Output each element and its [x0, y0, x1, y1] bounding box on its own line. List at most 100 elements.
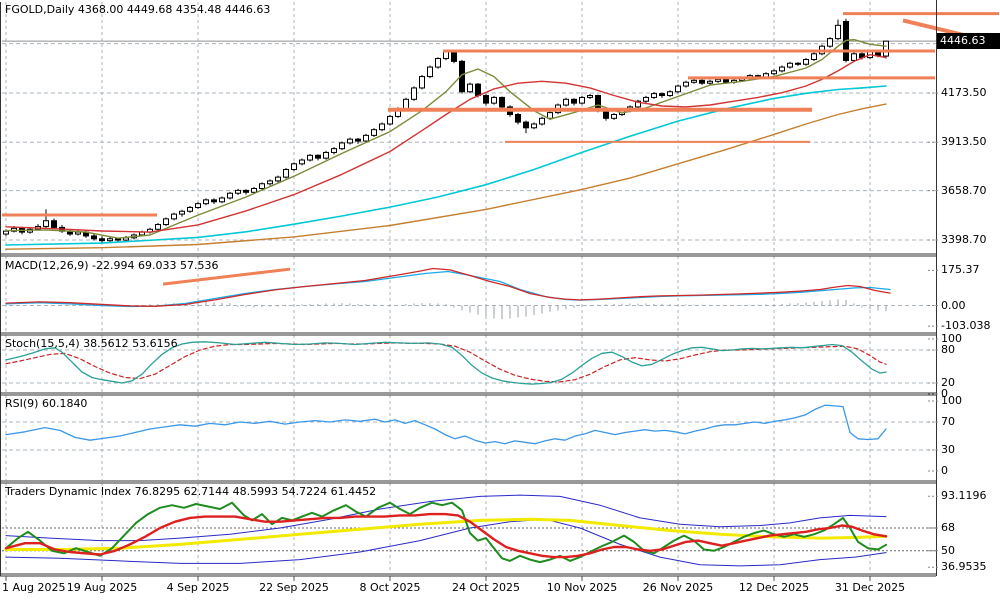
candle-bull: [339, 142, 345, 150]
candle-bull: [323, 151, 329, 159]
y-axis-label: 30: [941, 442, 955, 456]
candle-bull: [643, 96, 649, 102]
y-axis-label: 3913.50: [941, 135, 987, 149]
candle-bull: [835, 24, 841, 40]
candle-bull: [347, 138, 353, 144]
macd-trendline[interactable]: [162, 267, 291, 286]
candle-bull: [883, 40, 889, 57]
tdi-signal-line: [4, 512, 888, 559]
candle-bear: [499, 96, 505, 108]
y-axis-label: 4173.50: [941, 85, 987, 99]
x-axis-date-label: 4 Sep 2025: [166, 581, 230, 594]
candle-bull: [307, 154, 313, 161]
y-axis-label: 3398.70: [941, 232, 987, 246]
y-axis-label: 36.9535: [941, 560, 987, 574]
candle-bear: [659, 93, 665, 97]
candle-bull: [435, 58, 441, 68]
ma-fast-olive: [5, 38, 887, 239]
candle-bull: [187, 206, 193, 212]
candle-bear: [723, 78, 729, 83]
candle-bull: [107, 238, 113, 242]
candle-bull: [787, 62, 793, 68]
candle-bull: [691, 79, 697, 83]
candle-bull: [635, 100, 641, 108]
candle-bear: [91, 235, 97, 240]
candle-bull: [683, 81, 689, 87]
y-axis-label: 100: [941, 394, 962, 408]
candle-bull: [563, 98, 569, 106]
x-axis-date-label: 26 Nov 2025: [642, 581, 714, 594]
candle-bear: [115, 238, 121, 241]
candle-bull: [267, 180, 273, 185]
y-axis-label: 70: [941, 415, 955, 428]
candle-bull: [467, 83, 473, 93]
candle-bull: [771, 70, 777, 75]
x-axis-date-label: 19 Aug 2025: [66, 581, 138, 594]
y-axis-label: 68: [941, 521, 955, 534]
current-price-value: 4446.63: [940, 34, 986, 47]
candle-bear: [211, 199, 217, 203]
candle-bear: [315, 154, 321, 159]
candle-bull: [403, 98, 409, 110]
candle-bull: [411, 87, 417, 100]
candle-bull: [203, 199, 209, 205]
candle-bull: [443, 51, 449, 60]
y-axis-label: 0: [941, 463, 948, 477]
y-axis-label: 80: [941, 343, 955, 356]
candle-bull: [651, 93, 657, 98]
x-axis-date-label: 31 Dec 2025: [834, 581, 906, 594]
candle-bull: [43, 220, 49, 227]
candle-bear: [475, 83, 481, 97]
x-axis-date-label: 24 Oct 2025: [451, 581, 521, 594]
candle-bull: [531, 123, 537, 129]
candle-bull: [379, 123, 385, 131]
candle-bull: [155, 224, 161, 230]
candle-bull: [387, 115, 393, 125]
rsi-indicator-label: RSI(9) 60.1840: [5, 397, 88, 410]
candle-bull: [163, 218, 169, 226]
candle-bull: [827, 38, 833, 47]
y-axis-label: 0.00: [941, 298, 966, 312]
candle-bull: [259, 183, 265, 189]
candle-bull: [291, 163, 297, 171]
candle-bear: [523, 121, 529, 129]
candle-bull: [371, 129, 377, 136]
y-axis-label: 20: [941, 375, 955, 389]
candle-bull: [667, 91, 673, 97]
tdi-rsi-line: [5, 501, 887, 564]
candle-bull: [299, 159, 305, 165]
candle-bull: [611, 114, 617, 119]
candle-bull: [715, 78, 721, 82]
candle-bull: [3, 230, 9, 235]
tdi-indicator-label: Traders Dynamic Index 76.8295 62.7144 48…: [5, 485, 377, 498]
candle-bull: [195, 203, 201, 208]
candle-bull: [779, 66, 785, 72]
tdi-upper-band: [5, 494, 887, 542]
y-axis-label: 50: [941, 543, 955, 557]
x-axis-date-label: 10 Nov 2025: [546, 581, 618, 594]
candle-bear: [699, 79, 705, 84]
macd-indicator-label: MACD(12,26,9) -22.994 69.033 57.536: [5, 259, 219, 272]
candle-bull: [707, 80, 713, 84]
candle-bear: [795, 62, 801, 65]
candle-bear: [51, 220, 57, 228]
stochastic-indicator-label: Stoch(15,5,4) 38.5612 53.6156: [5, 337, 178, 350]
ma-slowest-darkorange: [5, 103, 887, 250]
y-axis-label: 0: [941, 386, 948, 400]
candle-bull: [587, 95, 593, 98]
candle-bull: [171, 213, 177, 220]
macd-signal-line: [5, 267, 891, 307]
candle-bull: [235, 189, 241, 194]
tdi-lower-band: [5, 518, 887, 567]
tdi-base-line: [4, 517, 888, 551]
candle-bull: [675, 85, 681, 93]
candle-bear: [603, 110, 609, 119]
candle-bull: [539, 117, 545, 125]
candle-bull: [363, 134, 369, 142]
candle-bull: [851, 53, 857, 61]
candle-bull: [283, 169, 289, 178]
candle-bull: [227, 192, 233, 199]
candle-bull: [427, 66, 433, 78]
